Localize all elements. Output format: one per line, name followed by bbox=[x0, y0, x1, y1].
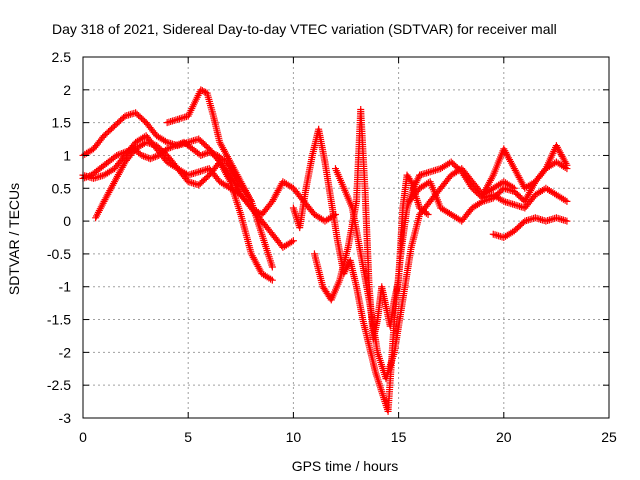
y-tick-label: -1 bbox=[59, 279, 72, 295]
y-tick-label: 1.5 bbox=[52, 115, 72, 131]
data-point-marker bbox=[128, 146, 136, 154]
data-point-marker bbox=[123, 148, 131, 156]
data-point-marker bbox=[200, 150, 208, 158]
data-point-marker bbox=[167, 144, 175, 152]
data-point-marker bbox=[268, 263, 276, 271]
data-point-marker bbox=[563, 217, 571, 225]
series-track-e bbox=[79, 138, 255, 205]
data-point-marker bbox=[268, 276, 276, 284]
y-tick-label: 0.5 bbox=[52, 180, 72, 196]
y-tick-label: 2.5 bbox=[52, 49, 72, 65]
x-tick-label: 25 bbox=[601, 429, 617, 445]
series-track-j bbox=[416, 158, 571, 212]
y-tick-label: 2 bbox=[63, 82, 71, 98]
x-tick-label: 0 bbox=[79, 429, 87, 445]
x-tick-labels: 0 5 10 15 20 25 bbox=[79, 429, 617, 445]
data-point-marker bbox=[82, 173, 90, 181]
data-point-marker bbox=[205, 148, 213, 156]
data-point-marker bbox=[210, 150, 218, 158]
data-point-marker bbox=[121, 148, 129, 156]
data-point-marker bbox=[200, 87, 208, 95]
data-point-marker bbox=[563, 197, 571, 205]
data-point-marker bbox=[563, 161, 571, 169]
series-track-h bbox=[331, 165, 518, 383]
data-point-marker bbox=[146, 155, 154, 163]
data-point-marker bbox=[178, 139, 186, 147]
y-tick-labels: -3 -2.5 -2 -1.5 -1 -0.5 0 0.5 1 1.5 2 2.5 bbox=[47, 49, 71, 426]
data-point-marker bbox=[151, 153, 159, 161]
series-track-l bbox=[479, 142, 571, 199]
y-tick-label: -2 bbox=[59, 344, 72, 360]
data-point-marker bbox=[198, 87, 206, 95]
y-tick-label: -1.5 bbox=[47, 312, 71, 328]
x-tick-label: 15 bbox=[391, 429, 407, 445]
data-point-marker bbox=[84, 172, 92, 180]
data-point-marker bbox=[124, 147, 132, 155]
series-track-g bbox=[310, 106, 432, 343]
data-point-marker bbox=[173, 141, 181, 149]
y-axis-title: SDTVAR / TECUs bbox=[6, 183, 22, 295]
data-point-marker bbox=[165, 144, 173, 152]
data-point-marker bbox=[207, 149, 215, 157]
data-point-marker bbox=[541, 166, 549, 174]
x-tick-label: 5 bbox=[184, 429, 192, 445]
data-point-marker bbox=[199, 151, 207, 159]
data-point-marker bbox=[148, 154, 156, 162]
data-point-marker bbox=[209, 149, 217, 157]
data-series bbox=[79, 86, 571, 415]
data-point-marker bbox=[138, 151, 146, 159]
y-tick-label: -2.5 bbox=[47, 377, 71, 393]
series-track-k bbox=[489, 214, 571, 241]
data-point-marker bbox=[406, 176, 414, 184]
data-point-marker bbox=[113, 151, 121, 159]
data-point-marker bbox=[197, 151, 205, 159]
data-point-marker bbox=[170, 142, 178, 150]
data-point-marker bbox=[175, 140, 183, 148]
data-point-marker bbox=[163, 145, 171, 153]
chart-title: Day 318 of 2021, Sidereal Day-to-day VTE… bbox=[52, 21, 557, 37]
data-point-marker bbox=[118, 149, 126, 157]
y-tick-label: -3 bbox=[59, 410, 72, 426]
data-point-marker bbox=[119, 149, 127, 157]
series-track-f bbox=[289, 125, 424, 415]
data-point-marker bbox=[197, 86, 205, 94]
data-point-marker bbox=[141, 153, 149, 161]
x-tick-label: 20 bbox=[496, 429, 512, 445]
data-point-marker bbox=[172, 142, 180, 150]
data-point-marker bbox=[140, 152, 148, 160]
data-point-marker bbox=[424, 211, 432, 219]
data-point-marker bbox=[289, 237, 297, 245]
data-point-marker bbox=[202, 149, 210, 157]
data-point-marker bbox=[246, 196, 254, 204]
data-point-marker bbox=[168, 143, 176, 151]
x-tick-label: 10 bbox=[286, 429, 302, 445]
y-tick-label: 0 bbox=[63, 213, 71, 229]
data-point-marker bbox=[143, 153, 151, 161]
plot-frame bbox=[82, 56, 610, 419]
axis-ticks bbox=[82, 56, 610, 419]
x-axis-title: GPS time / hours bbox=[292, 458, 399, 474]
data-point-marker bbox=[247, 197, 255, 205]
data-point-marker bbox=[114, 151, 122, 159]
data-point-marker bbox=[150, 153, 158, 161]
y-tick-label: -0.5 bbox=[47, 246, 71, 262]
y-tick-label: 1 bbox=[63, 147, 71, 163]
data-point-marker bbox=[81, 174, 89, 182]
data-point-marker bbox=[116, 150, 124, 158]
